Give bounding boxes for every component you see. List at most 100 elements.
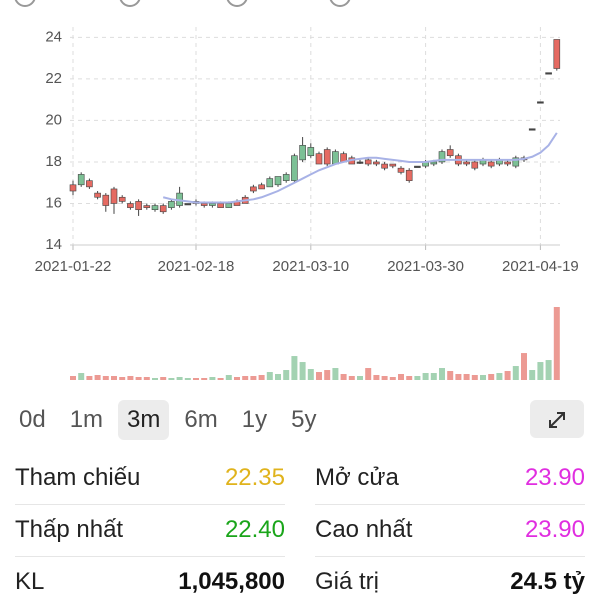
- volume-bar: [414, 376, 421, 380]
- candle-body: [414, 165, 421, 168]
- volume-bar: [389, 377, 396, 380]
- expand-button[interactable]: [530, 400, 584, 438]
- stat-label: Mở cửa: [315, 464, 399, 491]
- volume-bar: [332, 368, 339, 380]
- candle-body: [217, 203, 224, 208]
- volume-bar: [512, 366, 519, 380]
- y-tick-label: 20: [45, 111, 62, 128]
- volume-bar: [463, 374, 470, 380]
- range-tab[interactable]: 1m: [69, 406, 104, 433]
- volume-bar: [119, 377, 126, 380]
- candle-body: [471, 161, 479, 169]
- volume-bar: [234, 377, 240, 380]
- volume-bar: [86, 376, 93, 380]
- candle-body: [250, 186, 257, 192]
- volume-bar: [537, 362, 544, 380]
- range-tab[interactable]: 5y: [291, 406, 317, 433]
- volume-bar: [529, 370, 536, 380]
- volume-bar: [422, 373, 429, 380]
- volume-bar: [250, 376, 257, 380]
- stat-label: KL: [15, 568, 45, 595]
- legend-toggles: [14, 0, 351, 7]
- candle-body: [364, 159, 372, 165]
- volume-bar: [184, 378, 191, 380]
- volume-bar: [521, 353, 527, 380]
- candle-body: [102, 194, 110, 206]
- candle-body: [291, 155, 298, 181]
- candle-body: [545, 72, 552, 75]
- volume-bar: [242, 376, 249, 380]
- volume-bar: [283, 370, 290, 380]
- candle-body: [389, 163, 397, 167]
- x-tick-label: 2021-04-19: [502, 258, 579, 275]
- stat-value: 23.90: [524, 516, 585, 543]
- volume-bar: [201, 378, 208, 380]
- volume-bar: [209, 377, 216, 380]
- volume-bar: [152, 378, 158, 380]
- candle-body: [86, 180, 93, 188]
- volume-bar: [94, 375, 101, 380]
- candle-body: [323, 149, 331, 165]
- volume-bar: [299, 362, 306, 380]
- volume-bar: [447, 371, 454, 380]
- x-tick-label: 2021-03-10: [272, 258, 349, 275]
- volume-bar: [439, 368, 445, 380]
- stat-row: KL 1,045,800: [15, 556, 285, 608]
- candle-body: [381, 163, 388, 169]
- stat-row: Thấp nhất 22.40: [15, 504, 285, 557]
- candle-body: [118, 196, 126, 202]
- candle-body: [438, 151, 446, 163]
- volume-bar: [111, 376, 117, 380]
- candle-body: [373, 161, 380, 165]
- candle-body: [258, 184, 265, 190]
- range-tab[interactable]: 3m: [118, 400, 170, 440]
- chart: 14 16 18 20 22 24 2021-01-22 2021-02-18 2021-03-…: [14, 0, 579, 380]
- volume-bar: [406, 376, 413, 380]
- volume-bar: [102, 376, 109, 380]
- candle-body: [315, 153, 323, 165]
- volume-bar: [258, 375, 265, 380]
- stat-row: Tham chiếu 22.35: [15, 452, 285, 505]
- x-tick-label: 2021-01-22: [35, 258, 112, 275]
- candle-body: [77, 174, 85, 186]
- volume-bar: [78, 373, 85, 380]
- volume-bar: [275, 374, 281, 380]
- x-tick-label: 2021-02-18: [158, 258, 235, 275]
- range-tab[interactable]: 1y: [241, 406, 268, 433]
- volume-bar: [340, 374, 347, 380]
- candle-body: [332, 151, 339, 165]
- volume-bar: [176, 377, 183, 380]
- stat-row: Giá trị 24.5 tỷ: [315, 556, 585, 608]
- candle-body: [274, 176, 282, 186]
- volume-bar: [357, 376, 363, 380]
- range-tab[interactable]: 6m: [184, 406, 218, 433]
- volume-bar: [291, 356, 298, 380]
- stat-value: 22.35: [224, 464, 285, 491]
- stat-row: Cao nhất 23.90: [315, 504, 585, 557]
- candle-body: [225, 203, 233, 208]
- candle-body: [430, 161, 438, 165]
- stat-label: Thấp nhất: [15, 516, 124, 543]
- volume-bar: [553, 307, 560, 380]
- stat-label: Giá trị: [315, 568, 380, 595]
- candle-body: [537, 101, 544, 104]
- stat-value: 24.5 tỷ: [510, 568, 585, 595]
- volume-bar: [455, 374, 462, 380]
- volume-bar: [70, 376, 76, 380]
- volume-bar: [160, 377, 167, 380]
- stat-value: 1,045,800: [178, 568, 285, 595]
- volume-bar: [471, 375, 478, 380]
- range-tab[interactable]: 0d: [19, 406, 46, 433]
- y-tick-label: 22: [45, 70, 62, 87]
- volume-bar: [381, 376, 388, 380]
- candle-body: [528, 128, 536, 131]
- candle-body: [282, 174, 290, 181]
- volume-bar: [480, 375, 486, 380]
- ma-line: [162, 132, 558, 204]
- candle-body: [184, 203, 192, 206]
- candle-body: [504, 161, 511, 165]
- volume-bar: [488, 374, 495, 380]
- volume-bar: [398, 374, 404, 380]
- volume-bar: [193, 378, 199, 380]
